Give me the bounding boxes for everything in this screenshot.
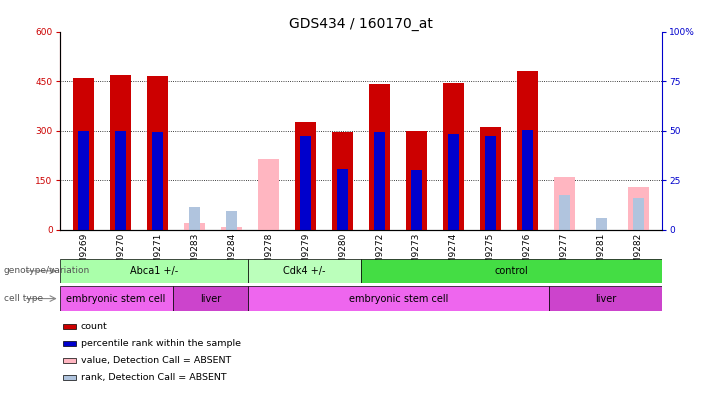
Text: cell type: cell type xyxy=(4,294,43,303)
Bar xyxy=(480,127,501,230)
Bar xyxy=(115,131,126,230)
Text: embryonic stem cell: embryonic stem cell xyxy=(349,293,449,304)
Bar xyxy=(300,135,311,230)
Bar xyxy=(60,259,248,283)
Bar xyxy=(74,78,94,230)
Bar xyxy=(448,134,459,230)
Text: value, Detection Call = ABSENT: value, Detection Call = ABSENT xyxy=(81,356,231,365)
Bar xyxy=(628,187,648,230)
Bar xyxy=(485,135,496,230)
Bar xyxy=(78,131,89,230)
Text: count: count xyxy=(81,322,107,331)
Text: genotype/variation: genotype/variation xyxy=(4,267,90,275)
Text: liver: liver xyxy=(595,293,617,304)
Bar xyxy=(111,74,131,230)
Bar xyxy=(337,169,348,230)
Bar xyxy=(248,259,361,283)
Bar xyxy=(559,195,570,230)
Bar xyxy=(189,206,200,230)
Bar xyxy=(411,170,422,230)
Text: Abca1 +/-: Abca1 +/- xyxy=(130,266,178,276)
Bar xyxy=(147,76,168,230)
Bar xyxy=(248,286,550,311)
Text: liver: liver xyxy=(200,293,221,304)
Bar xyxy=(226,211,237,230)
Text: Cdk4 +/-: Cdk4 +/- xyxy=(283,266,326,276)
Bar xyxy=(554,177,575,230)
Bar xyxy=(407,131,427,230)
Bar xyxy=(361,259,662,283)
Bar xyxy=(259,159,279,230)
Bar xyxy=(369,84,390,230)
Bar xyxy=(517,71,538,230)
Bar xyxy=(152,131,163,230)
Bar xyxy=(596,218,607,230)
Bar xyxy=(60,286,172,311)
Bar xyxy=(295,122,315,230)
Bar xyxy=(374,132,385,230)
Bar xyxy=(550,286,662,311)
Bar xyxy=(332,132,353,230)
Bar xyxy=(522,130,533,230)
Text: control: control xyxy=(495,266,529,276)
Bar xyxy=(633,198,644,230)
Bar xyxy=(184,223,205,230)
Title: GDS434 / 160170_at: GDS434 / 160170_at xyxy=(289,17,433,30)
Text: embryonic stem cell: embryonic stem cell xyxy=(67,293,166,304)
Bar xyxy=(222,227,242,230)
Bar xyxy=(443,84,463,230)
Text: percentile rank within the sample: percentile rank within the sample xyxy=(81,339,240,348)
Text: rank, Detection Call = ABSENT: rank, Detection Call = ABSENT xyxy=(81,373,226,382)
Bar xyxy=(172,286,248,311)
